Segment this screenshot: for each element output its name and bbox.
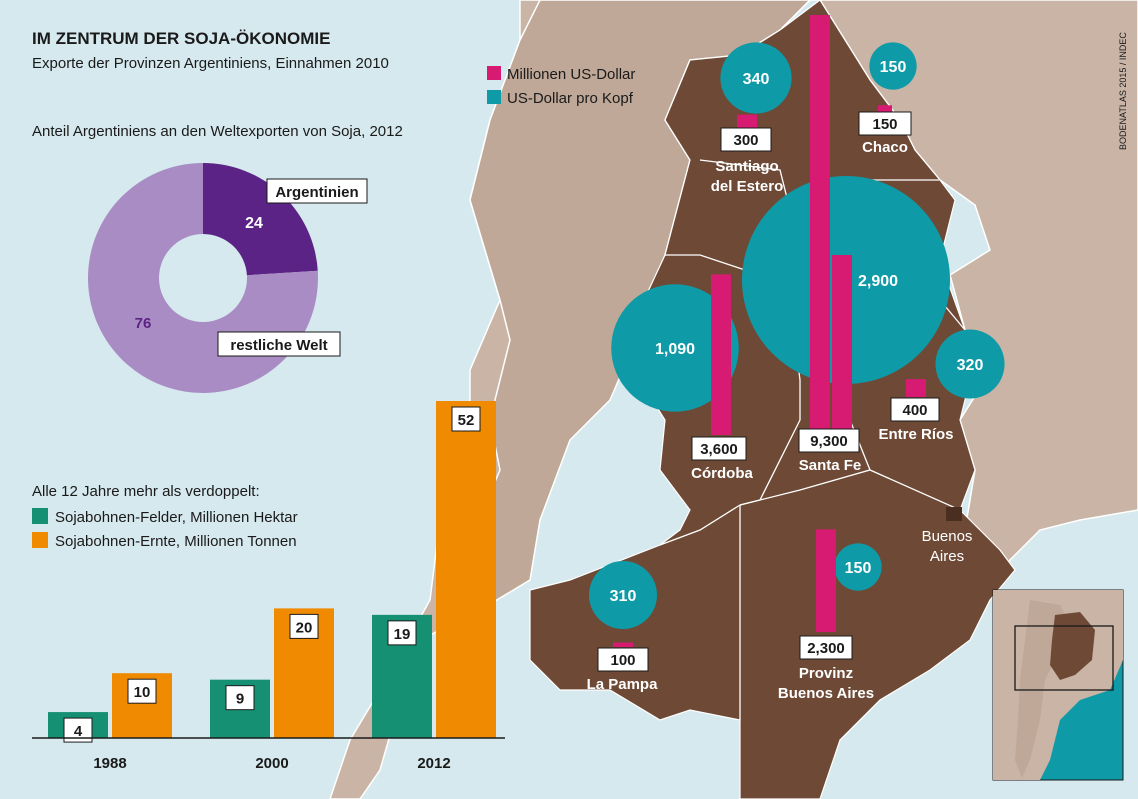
province-name: Córdoba — [691, 465, 753, 482]
bars-title: Alle 12 Jahre mehr als verdoppelt: — [32, 483, 260, 500]
export-value: 300 — [733, 132, 758, 149]
inset-map — [992, 589, 1124, 781]
donut-arg-value: 24 — [245, 215, 263, 232]
bar-value-label: 10 — [134, 684, 151, 701]
province-name: Provinz — [799, 665, 853, 682]
per-capita-circle — [720, 42, 792, 114]
export-value-box — [691, 436, 747, 461]
bar-2012-harvest — [436, 401, 496, 738]
city-label-aires: Aires — [930, 548, 964, 565]
export-value: 2,300 — [807, 640, 845, 657]
legend-export-label: Millionen US-Dollar — [507, 66, 635, 83]
page-subtitle: Exporte der Provinzen Argentiniens, Einn… — [32, 55, 389, 72]
export-bar — [613, 642, 633, 647]
bar-value-box — [127, 678, 157, 704]
export-value-box — [890, 397, 940, 422]
per-capita-value: 310 — [610, 588, 637, 605]
per-capita-circle — [834, 543, 882, 591]
legend-fields-swatch — [32, 508, 48, 524]
year-tick-label: 2012 — [417, 755, 450, 772]
year-tick-label: 1988 — [93, 755, 126, 772]
per-capita-circle — [611, 284, 739, 412]
year-tick-label: 2000 — [255, 755, 288, 772]
city-label-buenos: Buenos — [922, 528, 973, 545]
province-name: Chaco — [862, 139, 908, 156]
export-bar — [810, 15, 830, 430]
export-bars — [613, 15, 926, 647]
per-capita-value: 340 — [743, 71, 770, 88]
export-value: 3,600 — [700, 441, 738, 458]
bar-value-label: 4 — [74, 723, 83, 740]
bar-value-label: 20 — [296, 619, 313, 636]
per-capita-circle — [588, 560, 658, 630]
export-value: 400 — [902, 402, 927, 419]
export-value: 9,300 — [810, 433, 848, 450]
donut-rest-label: restliche Welt — [230, 337, 327, 354]
province-name-line2: Buenos Aires — [778, 685, 874, 702]
province-name-line2: del Estero — [711, 178, 784, 195]
bar-value-box — [289, 613, 319, 639]
province-name: Entre Ríos — [878, 426, 953, 443]
buenos-aires-marker — [946, 507, 962, 521]
export-bar — [878, 105, 892, 112]
legend-export-swatch — [487, 66, 501, 80]
donut-rest-label-box — [217, 331, 341, 357]
province-name: Santiago — [715, 158, 778, 175]
bar-value-box — [451, 406, 481, 432]
per-capita-value: 2,900 — [858, 273, 898, 290]
export-value: 100 — [610, 652, 635, 669]
bar-value-label: 52 — [458, 412, 475, 429]
page-title: IM ZENTRUM DER SOJA-ÖKONOMIE — [32, 29, 330, 48]
legend-percapita-label: US-Dollar pro Kopf — [507, 90, 634, 107]
donut-title: Anteil Argentiniens an den Weltexporten … — [32, 123, 403, 140]
legend-fields-label: Sojabohnen-Felder, Millionen Hektar — [55, 509, 298, 526]
legend-harvest-swatch — [32, 532, 48, 548]
export-bar — [816, 529, 836, 632]
bar-value-label: 9 — [236, 691, 244, 708]
export-value-box — [798, 428, 860, 453]
donut-slice-argentinien — [203, 163, 318, 276]
donut-rest-value: 76 — [135, 315, 152, 332]
province-name: La Pampa — [587, 676, 659, 693]
bar-value-box — [225, 685, 255, 711]
per-capita-circle — [935, 329, 1005, 399]
legend-percapita-swatch — [487, 90, 501, 104]
export-value-box — [858, 111, 912, 136]
per-capita-circle — [869, 42, 917, 90]
province-labels: 340 300 Santiago del Estero 150 150 Chaco 1,090… — [587, 59, 984, 702]
export-value: 150 — [872, 116, 897, 133]
legend-harvest-label: Sojabohnen-Ernte, Millionen Tonnen — [55, 533, 297, 550]
per-capita-value: 320 — [957, 357, 984, 374]
per-capita-value: 150 — [845, 560, 872, 577]
inset-frame — [1014, 625, 1114, 691]
export-bar — [711, 274, 731, 435]
export-bar — [906, 379, 926, 397]
donut-arg-label: Argentinien — [275, 184, 358, 201]
bar-value-label: 19 — [394, 626, 411, 643]
export-bar — [737, 114, 757, 128]
year-bar-chart: 4 10 1988 9 20 2000 19 52 2012 — [48, 401, 496, 772]
export-value-box — [799, 635, 853, 660]
export-value-box — [597, 647, 649, 672]
per-capita-value: 1,090 — [655, 341, 695, 358]
source-credit: BODENATLAS 2015 / INDEC — [1118, 32, 1128, 150]
export-bar — [832, 255, 852, 430]
bar-value-box — [387, 620, 417, 646]
donut-arg-label-box — [266, 178, 368, 204]
export-value-box — [720, 127, 772, 152]
province-name: Santa Fe — [799, 457, 862, 474]
per-capita-value: 150 — [880, 59, 907, 76]
